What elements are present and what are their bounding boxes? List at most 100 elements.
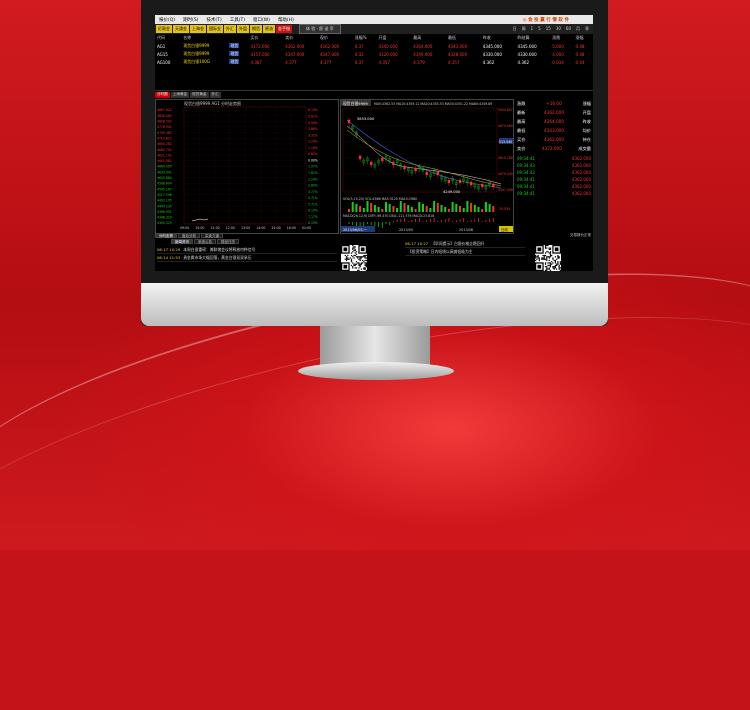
period-month[interactable]: 月 bbox=[576, 26, 580, 31]
tab-intraday-trend[interactable]: 分时走势 bbox=[155, 233, 177, 238]
menu-period[interactable]: 期时(S) bbox=[183, 17, 199, 23]
col-updown[interactable]: 涨跌 bbox=[552, 35, 561, 40]
qr-module bbox=[353, 247, 355, 249]
kline-candle-body bbox=[469, 181, 473, 186]
news-item[interactable]: 【投资策略】日内短线以高抛低吸为主 bbox=[405, 248, 525, 256]
qr-module bbox=[347, 257, 349, 259]
menu-tech[interactable]: 技术(T) bbox=[206, 17, 222, 23]
intraday-pct-tick: 4.94% bbox=[308, 121, 318, 125]
intraday-pct-tick: 3.32% bbox=[308, 133, 318, 137]
kline-chart-panel[interactable]: 现货白银9999 MA5:4362.53 MA10:4359.12 MA20:4… bbox=[340, 99, 514, 234]
col-chg-pct[interactable]: 涨幅% bbox=[354, 35, 367, 40]
period-week[interactable]: 周 bbox=[521, 26, 526, 31]
kline-candle-body bbox=[492, 183, 495, 188]
tab-announcements[interactable]: 系统公告 bbox=[194, 239, 216, 244]
news-item[interactable]: 06-17 10:27 【早间提示】白银价格企稳回升 bbox=[405, 240, 525, 248]
qr-module bbox=[546, 267, 548, 269]
toolbar-button-futures[interactable]: 期货 bbox=[250, 25, 262, 33]
qr-module bbox=[352, 251, 354, 253]
table-row[interactable]: AG1 现货白银9999 现货 4372.000 4362.000 4362.0… bbox=[155, 42, 593, 50]
kline-high-label: 5653.000 bbox=[357, 117, 375, 121]
period-day[interactable]: 日 bbox=[512, 26, 517, 31]
toolbar-button-shanghai-gold[interactable]: 上海金 bbox=[190, 25, 206, 33]
toolbar-button-oil[interactable]: 原油 bbox=[263, 25, 275, 33]
col-low[interactable]: 最低 bbox=[448, 35, 457, 40]
left-tabs: 分时图 上海黄金 现货黄金 外汇 bbox=[155, 92, 221, 98]
kline-period-badge[interactable] bbox=[499, 226, 513, 232]
cell-pct: 0.44 bbox=[575, 59, 585, 65]
tab-buy-sell-force[interactable]: 买卖力道 bbox=[201, 233, 223, 238]
menu-help[interactable]: 帮助(H) bbox=[277, 17, 294, 23]
qr-module bbox=[552, 267, 554, 269]
col-open[interactable]: 开盘 bbox=[378, 35, 387, 40]
toolbar-button-golden-finger[interactable]: 金手指 bbox=[276, 25, 292, 33]
trade-time: 09:34:41 bbox=[517, 156, 535, 161]
toolbar-button-outer[interactable]: 外盘 bbox=[237, 25, 249, 33]
kline-candle-body bbox=[455, 181, 458, 186]
qr-module bbox=[358, 269, 360, 271]
qr-module bbox=[359, 258, 361, 260]
detail-label: 最新 bbox=[517, 109, 526, 115]
qr-module bbox=[357, 256, 359, 258]
col-prev[interactable]: 昨收 bbox=[482, 35, 491, 40]
period-30[interactable]: 30 bbox=[555, 26, 561, 31]
kline-volume-bar bbox=[399, 201, 402, 212]
col-ask[interactable]: 卖价 bbox=[285, 35, 294, 40]
menu-tools[interactable]: 工具(T) bbox=[229, 17, 245, 23]
table-row[interactable]: AG15 现货白银9999 现货 4357.000 4347.000 4347.… bbox=[155, 50, 593, 58]
col-bid[interactable]: 买价 bbox=[250, 35, 259, 40]
kline-candle-body bbox=[477, 185, 480, 190]
qr-module bbox=[360, 262, 363, 264]
qr-module bbox=[549, 269, 552, 271]
col-code[interactable]: 代码 bbox=[157, 35, 165, 40]
trade-time: 09:34:41 bbox=[517, 184, 535, 189]
menu-window[interactable]: 窗口(W) bbox=[252, 17, 270, 23]
period-5[interactable]: 5 bbox=[538, 26, 541, 31]
trade-price: 4362.000 bbox=[571, 184, 591, 189]
col-name[interactable]: 名称 bbox=[183, 35, 192, 40]
news-title: 【投资策略】日内短线以高抛低吸为主 bbox=[408, 248, 473, 254]
toolbar-button-london-gold[interactable]: 伦敦金 bbox=[156, 25, 172, 33]
intraday-pct-tick: 8.19% bbox=[308, 221, 318, 225]
tab-after-hours[interactable]: 盘后分析 bbox=[178, 233, 200, 238]
intraday-chart-panel[interactable]: 现货白银9999 AG1 分时走势图 4867.622 4838.062 4808.… bbox=[155, 99, 339, 234]
news-item[interactable]: 06-14 11:53 贵金属市场大幅回落，黄金白银双双承压 bbox=[157, 254, 337, 262]
kline-volume-bar bbox=[396, 208, 399, 212]
period-1[interactable]: 1 bbox=[530, 26, 534, 31]
tab-calendar[interactable]: 财经日历 bbox=[217, 239, 239, 244]
qr-finder-core bbox=[554, 247, 559, 252]
toolbar-button-intl-gold[interactable]: 国际金 bbox=[207, 25, 223, 33]
tab-news[interactable]: 新闻资讯 bbox=[171, 239, 193, 244]
toolbar-button-tiantong-gold[interactable]: 天通金 bbox=[173, 25, 189, 33]
kline-volume-bar bbox=[477, 207, 480, 212]
menu-quote[interactable]: 报价(Q) bbox=[159, 17, 176, 23]
qr-module bbox=[548, 257, 550, 259]
col-last[interactable]: 现价 bbox=[320, 35, 328, 40]
qr-finder-core bbox=[537, 247, 542, 252]
col-pct[interactable]: 涨幅 bbox=[575, 35, 584, 40]
period-60[interactable]: 60 bbox=[565, 26, 571, 31]
tab-intraday[interactable]: 分时图 bbox=[155, 92, 170, 98]
promo-banner[interactable]: 体 验 · 即 送 币 bbox=[299, 24, 341, 34]
chart-area: 分时图 上海黄金 现货黄金 外汇 现货白银9999 AG1 分时走势图 4867… bbox=[155, 92, 593, 245]
news-item[interactable]: 06-17 10:29 本周白银重磅：美联储会议将释放何种信号 bbox=[157, 246, 337, 254]
kline-candle-body bbox=[392, 161, 395, 166]
kline-volume-bar bbox=[388, 204, 391, 212]
toolbar-button-forex[interactable]: 外汇 bbox=[224, 25, 236, 33]
qr-module bbox=[364, 259, 366, 262]
cell-open: 4320.000 bbox=[378, 51, 398, 57]
tab-spot-gold[interactable]: 现货黄金 bbox=[190, 92, 209, 98]
tab-forex[interactable]: 外汇 bbox=[209, 92, 221, 98]
table-row[interactable]: AG100 现货白银100G 现货 4.387 4.377 4.377 0.37… bbox=[155, 58, 593, 66]
cell-high: 4349.000 bbox=[413, 51, 433, 57]
col-high[interactable]: 最高 bbox=[413, 35, 422, 40]
qr-module bbox=[544, 246, 547, 248]
kline-candle-body bbox=[381, 157, 384, 162]
tab-shanghai-gold[interactable]: 上海黄金 bbox=[170, 92, 190, 98]
intraday-time-tick: 16:00 bbox=[287, 226, 296, 230]
period-15[interactable]: 15 bbox=[545, 26, 551, 31]
qr-module bbox=[548, 267, 550, 269]
col-settle[interactable]: 昨结算 bbox=[517, 35, 530, 40]
period-quarter[interactable]: 季 bbox=[585, 26, 589, 31]
kline-macd-legend: MACD(26,12,9) DIFF:-99.470 DEA:-111.379 … bbox=[343, 214, 434, 218]
